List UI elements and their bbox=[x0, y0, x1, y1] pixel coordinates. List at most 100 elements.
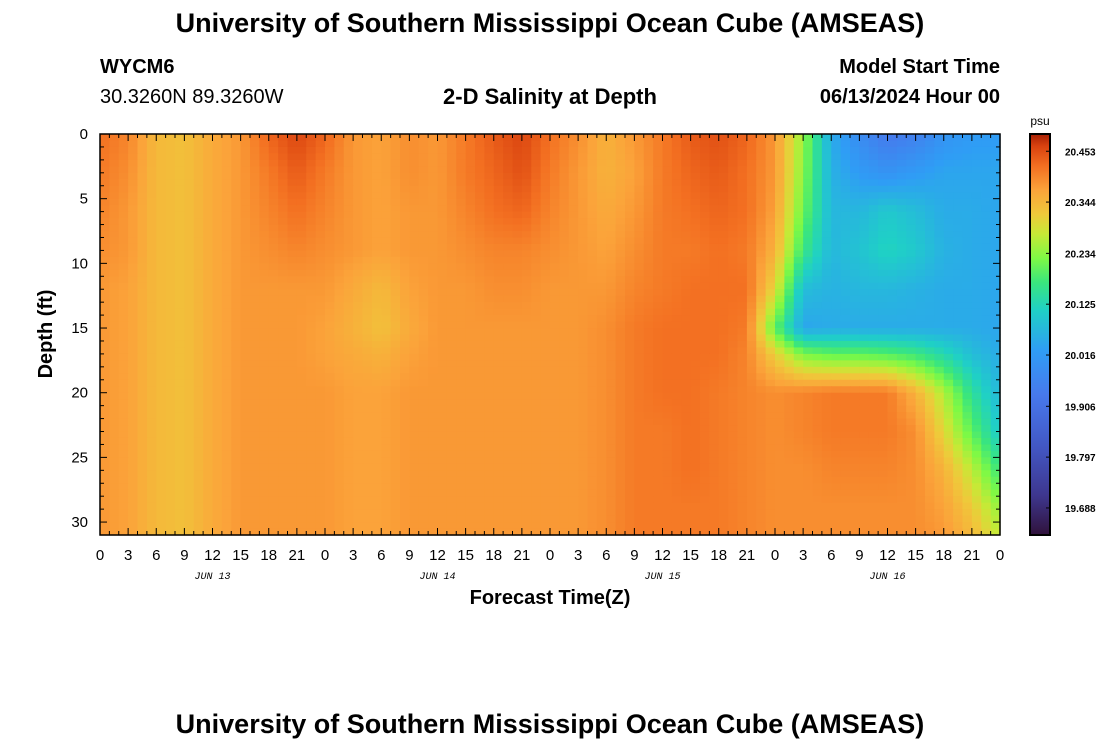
heatmap-cell bbox=[362, 211, 373, 219]
heatmap-cell bbox=[868, 218, 879, 226]
heatmap-cell bbox=[540, 392, 551, 400]
heatmap-cell bbox=[578, 295, 589, 303]
heatmap-cell bbox=[821, 418, 832, 426]
heatmap-cell bbox=[203, 340, 214, 349]
heatmap-cell bbox=[765, 211, 776, 219]
heatmap-cell bbox=[831, 276, 842, 284]
heatmap-cell bbox=[625, 366, 635, 374]
heatmap-cell bbox=[428, 353, 439, 361]
heatmap-cell bbox=[840, 224, 851, 232]
heatmap-cell bbox=[568, 308, 579, 316]
heatmap-cell bbox=[156, 159, 167, 167]
heatmap-cell bbox=[925, 340, 935, 349]
heatmap-cell bbox=[831, 418, 842, 426]
heatmap-cell bbox=[840, 308, 851, 316]
heatmap-cell bbox=[803, 134, 814, 142]
heatmap-cell bbox=[268, 166, 279, 174]
heatmap-cell bbox=[484, 321, 495, 329]
heatmap-cell bbox=[831, 321, 842, 329]
heatmap-cell bbox=[325, 282, 335, 290]
heatmap-cell bbox=[512, 243, 523, 252]
heatmap-cell bbox=[446, 463, 457, 471]
heatmap-cell bbox=[409, 334, 420, 342]
heatmap-cell bbox=[625, 412, 635, 420]
heatmap-cell bbox=[446, 392, 457, 400]
heatmap-cell bbox=[859, 185, 870, 193]
heatmap-cell bbox=[625, 418, 635, 426]
heatmap-cell bbox=[653, 360, 664, 368]
heatmap-cell bbox=[100, 224, 110, 232]
heatmap-cell bbox=[981, 386, 992, 394]
heatmap-cell bbox=[165, 153, 176, 161]
heatmap-cell bbox=[437, 289, 448, 297]
heatmap-cell bbox=[446, 302, 457, 310]
heatmap-cell bbox=[418, 269, 429, 277]
heatmap-cell bbox=[343, 457, 354, 465]
heatmap-cell bbox=[221, 334, 232, 342]
heatmap-cell bbox=[671, 269, 682, 277]
heatmap-cell bbox=[418, 340, 429, 349]
heatmap-cell bbox=[409, 366, 420, 374]
heatmap-cell bbox=[587, 392, 598, 400]
heatmap-cell bbox=[418, 243, 429, 252]
heatmap-cell bbox=[437, 412, 448, 420]
heatmap-cell bbox=[362, 179, 373, 187]
heatmap-cell bbox=[193, 250, 204, 258]
heatmap-cell bbox=[606, 218, 617, 226]
heatmap-cell bbox=[165, 392, 176, 400]
heatmap-cell bbox=[156, 373, 167, 381]
heatmap-cell bbox=[315, 256, 326, 264]
heatmap-cell bbox=[428, 463, 439, 471]
heatmap-cell bbox=[475, 140, 485, 148]
heatmap-cell bbox=[550, 146, 560, 155]
heatmap-cell bbox=[128, 179, 139, 187]
heatmap-cell bbox=[137, 153, 148, 161]
heatmap-cell bbox=[475, 211, 485, 219]
heatmap-cell bbox=[137, 289, 148, 297]
heatmap-cell bbox=[878, 134, 889, 142]
heatmap-cell bbox=[981, 237, 992, 245]
heatmap-cell bbox=[156, 218, 167, 226]
heatmap-cell bbox=[812, 289, 823, 297]
heatmap-cell bbox=[793, 431, 804, 439]
heatmap-cell bbox=[896, 353, 907, 361]
heatmap-cell bbox=[915, 282, 926, 290]
heatmap-cell bbox=[203, 134, 214, 142]
heatmap-cell bbox=[821, 231, 832, 239]
heatmap-cell bbox=[915, 269, 926, 277]
heatmap-cell bbox=[962, 386, 973, 394]
heatmap-cell bbox=[287, 457, 298, 465]
heatmap-cell bbox=[625, 386, 635, 394]
heatmap-cell bbox=[681, 373, 692, 381]
heatmap-cell bbox=[671, 289, 682, 297]
heatmap-cell bbox=[606, 263, 617, 271]
heatmap-cell bbox=[784, 366, 795, 374]
heatmap-cell bbox=[315, 211, 326, 219]
heatmap-cell bbox=[596, 347, 607, 355]
heatmap-cell bbox=[953, 347, 964, 355]
heatmap-cell bbox=[971, 282, 982, 290]
heatmap-cell bbox=[175, 450, 185, 458]
heatmap-cell bbox=[925, 263, 935, 271]
heatmap-cell bbox=[831, 450, 842, 458]
heatmap-cell bbox=[896, 379, 907, 387]
heatmap-cell bbox=[165, 405, 176, 413]
heatmap-cell bbox=[878, 159, 889, 167]
heatmap-cell bbox=[137, 373, 148, 381]
heatmap-cell bbox=[184, 237, 195, 245]
heatmap-cell bbox=[784, 198, 795, 206]
heatmap-cell bbox=[456, 224, 467, 232]
heatmap-cell bbox=[578, 412, 589, 420]
heatmap-cell bbox=[671, 237, 682, 245]
heatmap-cell bbox=[334, 308, 345, 316]
heatmap-cell bbox=[784, 185, 795, 193]
heatmap-cell bbox=[315, 192, 326, 200]
heatmap-cell bbox=[718, 198, 729, 206]
heatmap-cell bbox=[100, 231, 110, 239]
heatmap-cell bbox=[446, 347, 457, 355]
heatmap-cell bbox=[643, 431, 654, 439]
heatmap-cell bbox=[906, 224, 917, 232]
heatmap-cell bbox=[831, 179, 842, 187]
heatmap-cell bbox=[728, 366, 739, 374]
heatmap-cell bbox=[643, 334, 654, 342]
